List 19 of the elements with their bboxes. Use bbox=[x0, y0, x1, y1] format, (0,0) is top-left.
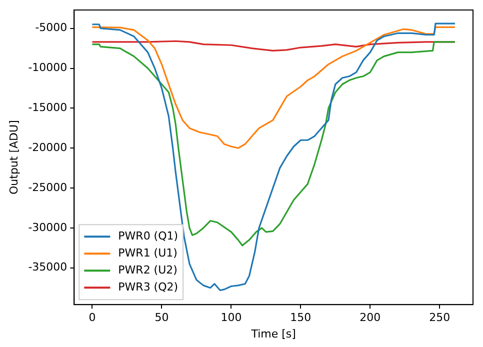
x-tick-label: 0 bbox=[88, 311, 96, 324]
y-tick-label: -25000 bbox=[28, 180, 68, 194]
y-tick-label: -15000 bbox=[28, 101, 68, 114]
legend-label: PWR0 (Q1) bbox=[118, 229, 178, 242]
y-axis-title: Output [ADU] bbox=[7, 120, 20, 194]
legend-label: PWR2 (U2) bbox=[118, 263, 178, 276]
x-tick-label: 200 bbox=[360, 311, 381, 324]
legend-label: PWR3 (Q2) bbox=[118, 280, 178, 294]
legend-label: PWR1 (U1) bbox=[118, 246, 178, 260]
y-tick-label: -35000 bbox=[28, 260, 68, 274]
x-tick-label: 100 bbox=[220, 311, 242, 324]
x-tick-label: 250 bbox=[429, 311, 450, 324]
x-tick-label: 150 bbox=[290, 311, 312, 324]
y-tick-label: -20000 bbox=[28, 140, 68, 154]
x-axis-title: Time [s] bbox=[250, 327, 296, 340]
x-tick-label: 50 bbox=[154, 311, 169, 324]
y-tick-label: -10000 bbox=[28, 61, 68, 74]
y-tick-label: -30000 bbox=[28, 220, 68, 234]
y-tick-label: -5000 bbox=[35, 21, 68, 34]
